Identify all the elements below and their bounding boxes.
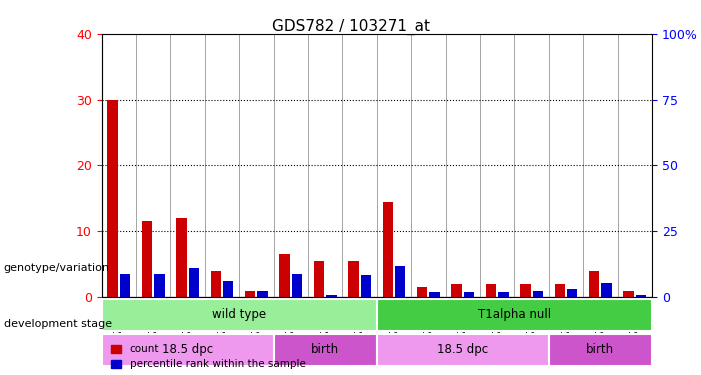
Bar — [498, 292, 508, 297]
Bar — [360, 275, 371, 297]
Bar — [567, 290, 578, 297]
Text: T1alpha null: T1alpha null — [478, 308, 551, 321]
Legend: count, percentile rank within the sample: count, percentile rank within the sample — [107, 340, 310, 374]
FancyBboxPatch shape — [377, 299, 652, 331]
Bar — [326, 295, 336, 297]
Bar — [383, 202, 393, 297]
FancyBboxPatch shape — [102, 299, 377, 331]
Bar — [623, 291, 634, 297]
Text: birth: birth — [586, 344, 614, 356]
Text: development stage: development stage — [4, 320, 111, 329]
Text: GDS782 / 103271_at: GDS782 / 103271_at — [271, 19, 430, 35]
FancyBboxPatch shape — [377, 334, 549, 366]
Bar — [120, 273, 130, 297]
Bar — [348, 261, 358, 297]
Bar — [292, 273, 302, 297]
Bar — [257, 291, 268, 297]
Bar — [245, 291, 255, 297]
Bar — [464, 292, 474, 297]
Bar — [430, 292, 440, 297]
Bar — [636, 295, 646, 297]
FancyBboxPatch shape — [102, 334, 273, 366]
Bar — [223, 281, 233, 297]
Text: birth: birth — [311, 344, 339, 356]
Bar — [211, 271, 221, 297]
Text: genotype/variation: genotype/variation — [4, 263, 109, 273]
Bar — [395, 266, 405, 297]
Bar — [107, 100, 118, 297]
FancyBboxPatch shape — [549, 334, 652, 366]
Text: 18.5 dpc: 18.5 dpc — [162, 344, 213, 356]
FancyBboxPatch shape — [273, 334, 377, 366]
Bar — [589, 271, 599, 297]
Bar — [189, 268, 199, 297]
Bar — [451, 284, 462, 297]
Text: 18.5 dpc: 18.5 dpc — [437, 344, 489, 356]
Bar — [142, 222, 152, 297]
Bar — [554, 284, 565, 297]
Bar — [280, 254, 290, 297]
Bar — [417, 287, 428, 297]
Bar — [601, 283, 612, 297]
Text: wild type: wild type — [212, 308, 266, 321]
Bar — [486, 284, 496, 297]
Bar — [176, 218, 186, 297]
Bar — [520, 284, 531, 297]
Bar — [533, 291, 543, 297]
Bar — [154, 273, 165, 297]
Bar — [314, 261, 324, 297]
